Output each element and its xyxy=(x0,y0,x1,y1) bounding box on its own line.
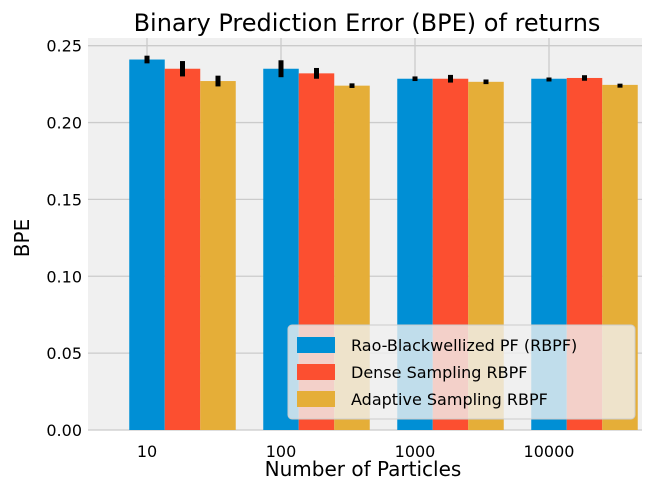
legend-label: Rao-Blackwellized PF (RBPF) xyxy=(351,336,577,355)
legend-swatch xyxy=(297,391,335,407)
y-tick-label: 0.00 xyxy=(46,421,82,440)
legend-label: Adaptive Sampling RBPF xyxy=(351,390,548,409)
bar xyxy=(164,68,201,431)
legend-swatch xyxy=(297,337,335,353)
y-tick-label: 0.20 xyxy=(46,114,82,133)
legend-label: Dense Sampling RBPF xyxy=(351,363,528,382)
x-tick-label: 100 xyxy=(266,442,297,461)
error-bars xyxy=(144,55,623,88)
legend-swatch xyxy=(297,364,335,380)
x-tick-label: 10 xyxy=(137,442,157,461)
y-tick-label: 0.25 xyxy=(46,37,82,56)
y-axis-label: BPE xyxy=(10,219,34,257)
y-tick-label: 0.10 xyxy=(46,267,82,286)
legend: Rao-Blackwellized PF (RBPF) Dense Samplin… xyxy=(287,324,636,420)
tick-labels: 10 100 1000 10000 0.00 0.05 0.10 0.15 0.20 0.25 xyxy=(46,37,574,461)
y-tick-label: 0.05 xyxy=(46,344,82,363)
bar xyxy=(200,81,236,430)
x-axis-label: Number of Particles xyxy=(265,457,462,481)
y-tick-label: 0.15 xyxy=(46,190,82,209)
bar xyxy=(129,59,165,430)
legend-box xyxy=(287,324,636,420)
x-tick-label: 10000 xyxy=(524,442,575,461)
chart-title: Binary Prediction Error (BPE) of returns xyxy=(134,9,601,37)
x-tick-label: 1000 xyxy=(395,442,436,461)
